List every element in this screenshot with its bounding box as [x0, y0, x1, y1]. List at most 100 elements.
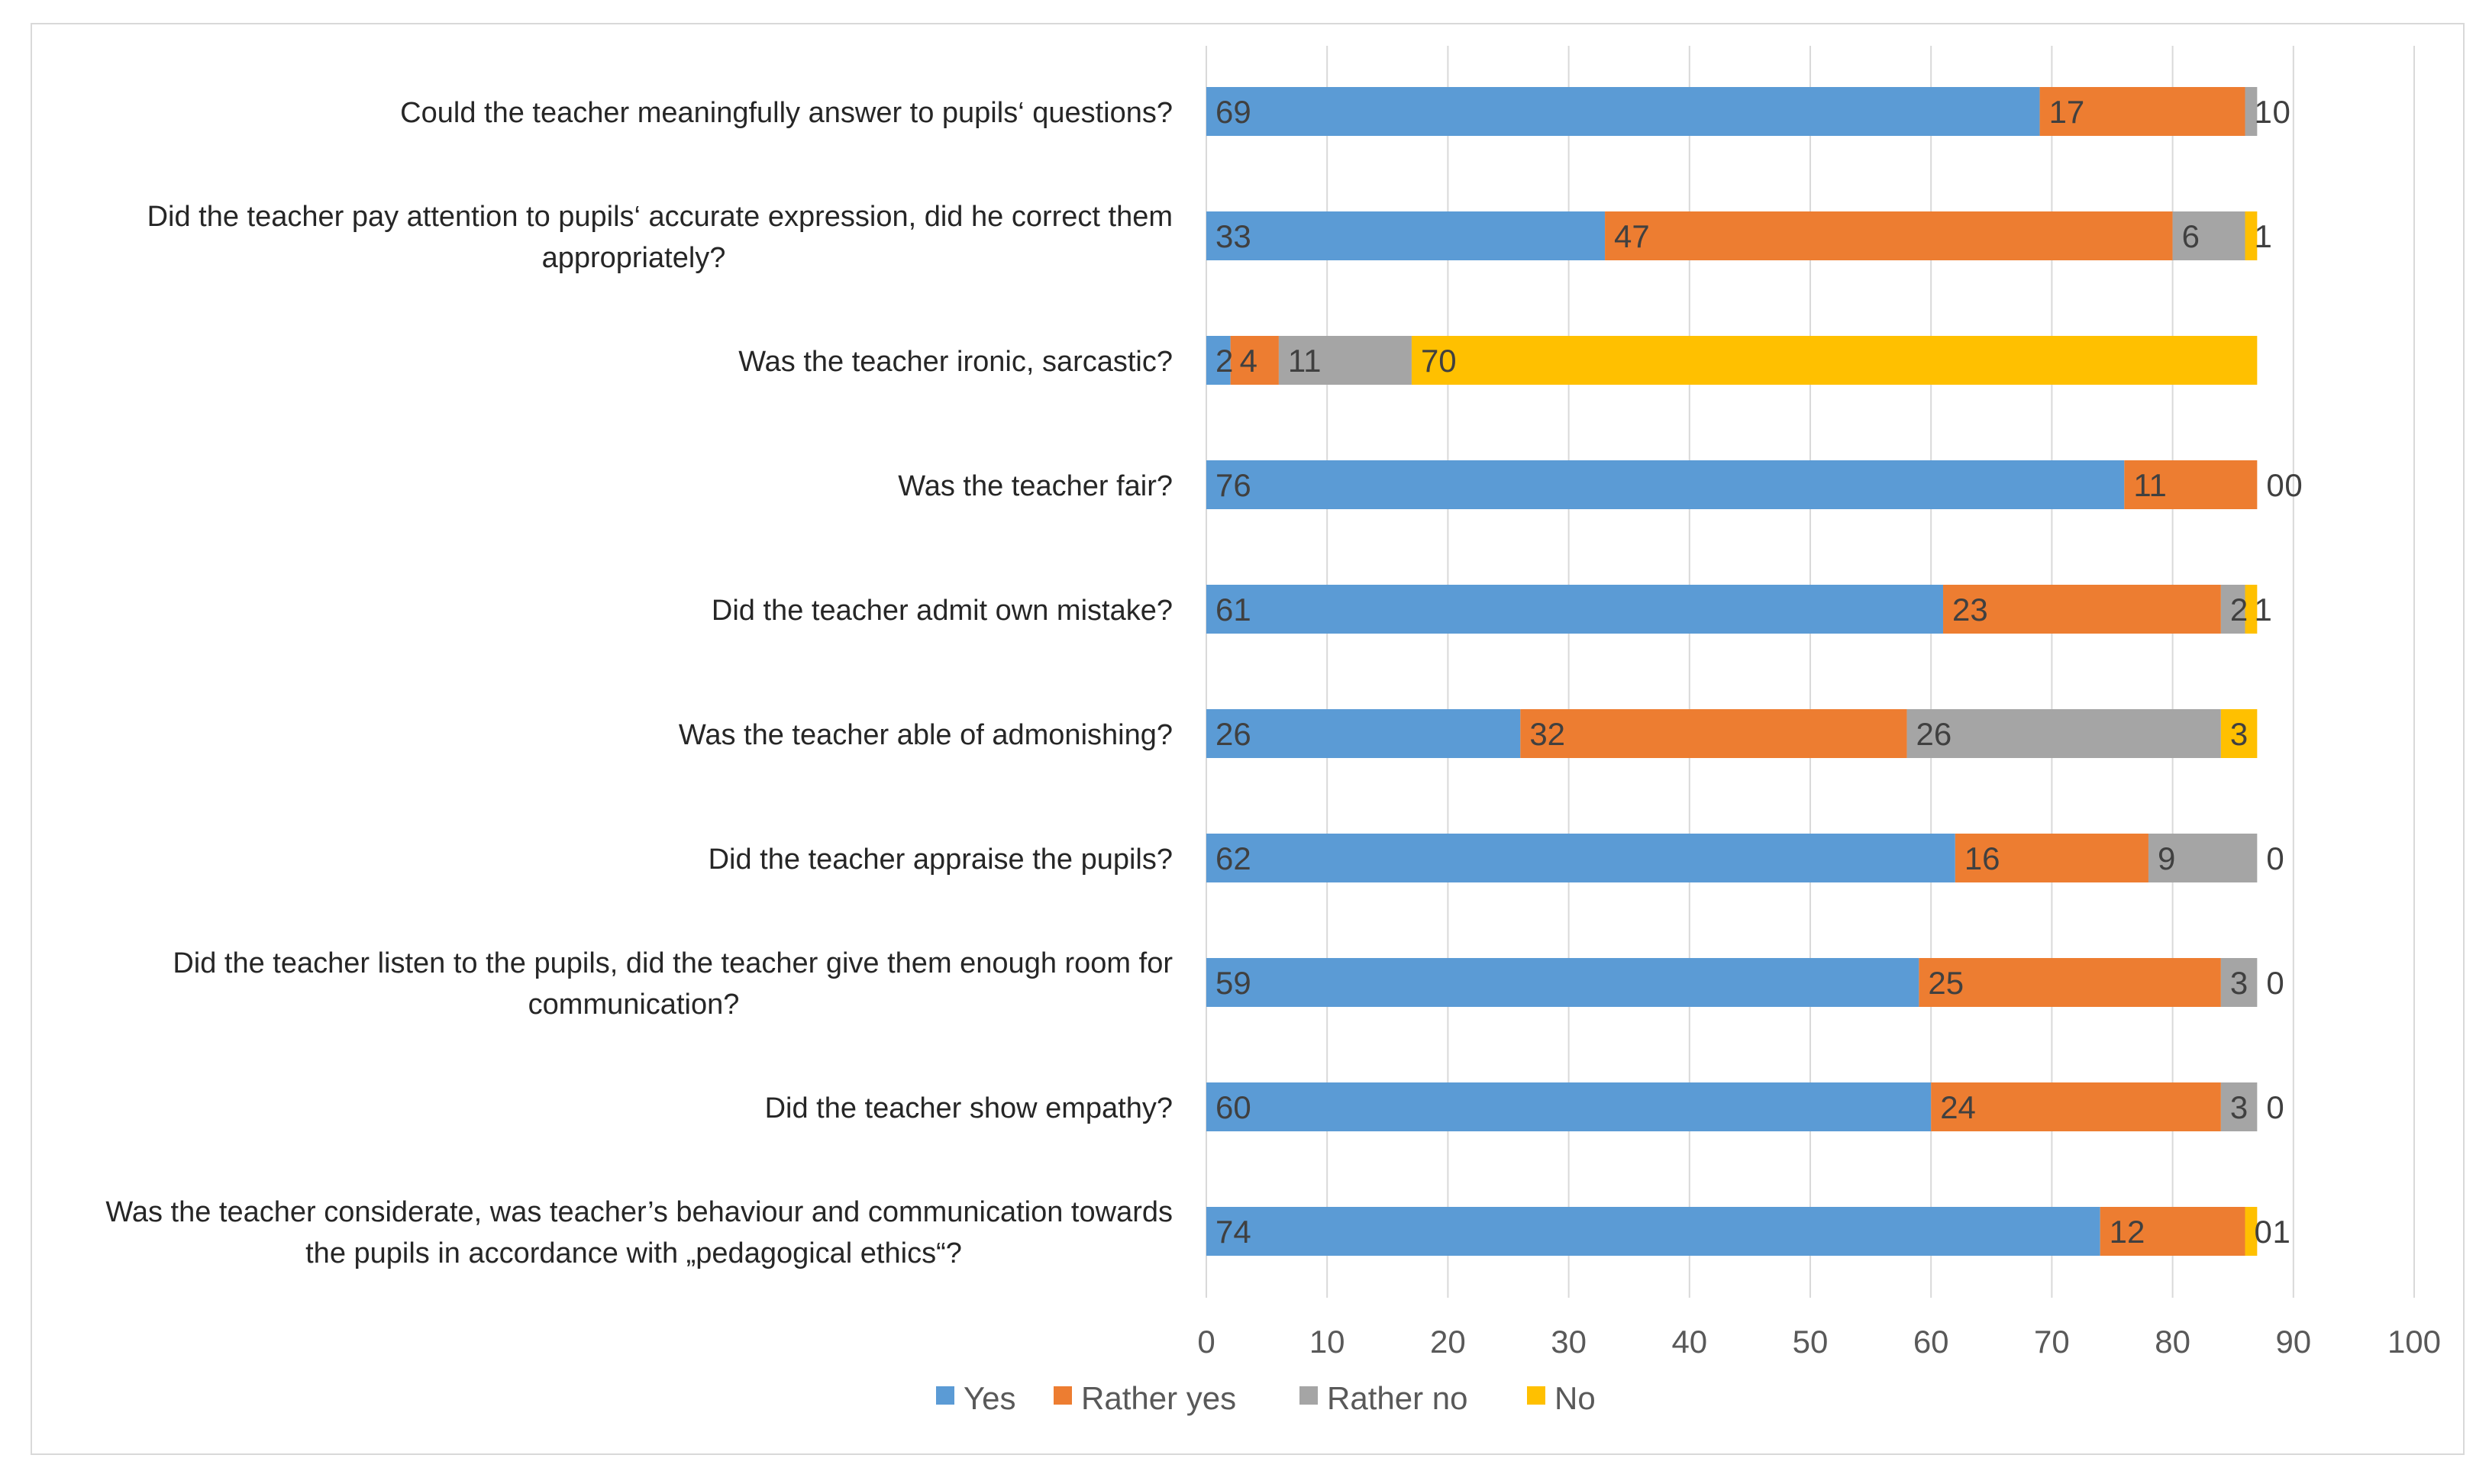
data-label: 70	[1421, 343, 1457, 379]
x-tick-label: 20	[1430, 1324, 1466, 1360]
legend-entry: Rather no	[1327, 1380, 1467, 1416]
category-label: Was the teacher able of admonishing?	[679, 719, 1173, 751]
x-tick-label: 70	[2034, 1324, 2070, 1360]
data-label: 17	[2049, 94, 2085, 130]
legend-swatch	[1527, 1386, 1545, 1405]
category-label: Did the teacher listen to the pupils, di…	[173, 947, 1173, 979]
data-label: 69	[1215, 94, 1251, 130]
legend-swatch	[936, 1386, 954, 1405]
bar-segment	[1605, 211, 2173, 260]
bar-segment	[1206, 834, 1955, 882]
data-label: 11	[2133, 467, 2167, 503]
data-label: 4	[1240, 343, 1257, 379]
bar-segment	[2039, 87, 2245, 136]
data-label: 0	[2266, 1089, 2284, 1125]
bar-segment	[1206, 336, 1231, 385]
bar-segment	[1206, 87, 2040, 136]
legend-entry: Rather yes	[1081, 1380, 1236, 1416]
bar-segment	[1206, 1082, 1932, 1131]
data-label: 59	[1215, 965, 1251, 1001]
x-tick-label: 60	[1913, 1324, 1949, 1360]
bars	[1206, 87, 2258, 1256]
category-labels: Could the teacher meaningfully answer to…	[105, 97, 1173, 1269]
category-label: Was the teacher considerate, was teacher…	[105, 1196, 1173, 1228]
bar-segment	[1278, 336, 1412, 385]
bar-segment	[1206, 709, 1521, 758]
bar-segment	[2220, 1082, 2258, 1131]
category-label: Did the teacher admit own mistake?	[712, 595, 1173, 627]
bar-segment	[2245, 87, 2258, 136]
legend: Yes Rather yes Rather no No	[936, 1380, 1596, 1416]
bar-segment	[1520, 709, 1907, 758]
data-label: 62	[1215, 840, 1251, 876]
data-label: 0	[2273, 94, 2290, 130]
data-label: 0	[2266, 467, 2284, 503]
data-label: 0	[2266, 840, 2284, 876]
x-tick-label: 10	[1309, 1324, 1345, 1360]
bar-segment	[1955, 834, 2148, 882]
x-tick-label: 80	[2155, 1324, 2190, 1360]
data-label: 3	[2230, 716, 2248, 752]
bar-segment	[1931, 1082, 2221, 1131]
bar-segment	[1206, 958, 1919, 1007]
data-label: 1	[2255, 218, 2272, 254]
bar-segment	[2172, 211, 2245, 260]
bar-segment	[1919, 958, 2221, 1007]
x-tick-label: 40	[1671, 1324, 1707, 1360]
bar-segment	[1206, 1207, 2100, 1256]
data-label: 1	[2255, 592, 2272, 627]
bar-segment	[1230, 336, 1279, 385]
category-label: the pupils in accordance with „pedagogic…	[305, 1237, 962, 1269]
bar-segment	[2148, 834, 2258, 882]
data-label: 1	[2255, 94, 2272, 130]
bar-segment	[2220, 958, 2258, 1007]
x-tick-label: 90	[2275, 1324, 2311, 1360]
bar-segment	[1411, 336, 2258, 385]
bar-segment	[2220, 585, 2245, 634]
data-label: 6	[2182, 218, 2200, 254]
data-label: 23	[1952, 592, 1988, 627]
x-tick-label: 30	[1551, 1324, 1587, 1360]
legend-entry: No	[1554, 1380, 1596, 1416]
category-label: Did the teacher appraise the pupils?	[709, 844, 1173, 876]
data-label: 0	[2255, 1214, 2272, 1250]
x-tick-label: 50	[1793, 1324, 1829, 1360]
bar-segment	[2245, 211, 2258, 260]
bar-segment	[2124, 460, 2258, 509]
data-label: 3	[2230, 965, 2248, 1001]
data-label: 11	[1288, 343, 1322, 379]
data-label: 26	[1916, 716, 1952, 752]
bar-segment	[1206, 585, 1944, 634]
bar-segment	[1206, 211, 1606, 260]
bar-segment	[2100, 1207, 2245, 1256]
bar-segment	[2245, 585, 2258, 634]
category-label: communication?	[528, 989, 740, 1021]
data-label: 9	[2158, 840, 2175, 876]
legend-swatch	[1299, 1386, 1318, 1405]
category-label: Did the teacher pay attention to pupils‘…	[147, 201, 1173, 233]
data-label: 76	[1215, 467, 1251, 503]
data-label: 2	[2230, 592, 2248, 627]
category-label: Was the teacher ironic, sarcastic?	[738, 346, 1173, 378]
legend-entry: Yes	[964, 1380, 1016, 1416]
data-label: 61	[1215, 592, 1251, 627]
x-axis-tick-labels: 0 10 20 30 40 50 60 70 80 90 100	[1197, 1324, 2441, 1360]
data-label: 1	[2273, 1214, 2290, 1250]
data-label: 26	[1215, 716, 1251, 752]
data-label: 3	[2230, 1089, 2248, 1125]
data-label: 25	[1928, 965, 1964, 1001]
category-label: appropriately?	[542, 242, 726, 274]
data-label: 60	[1215, 1089, 1251, 1125]
bar-segment	[1943, 585, 2221, 634]
data-label: 16	[1964, 840, 2000, 876]
x-tick-label: 0	[1197, 1324, 1215, 1360]
data-label: 24	[1940, 1089, 1976, 1125]
category-label: Could the teacher meaningfully answer to…	[400, 97, 1173, 129]
data-label: 32	[1529, 716, 1565, 752]
data-label: 0	[2266, 965, 2284, 1001]
data-label: 2	[1215, 343, 1233, 379]
bar-segment	[2245, 1207, 2258, 1256]
bar-segment	[1906, 709, 2221, 758]
data-label: 0	[2284, 467, 2302, 503]
